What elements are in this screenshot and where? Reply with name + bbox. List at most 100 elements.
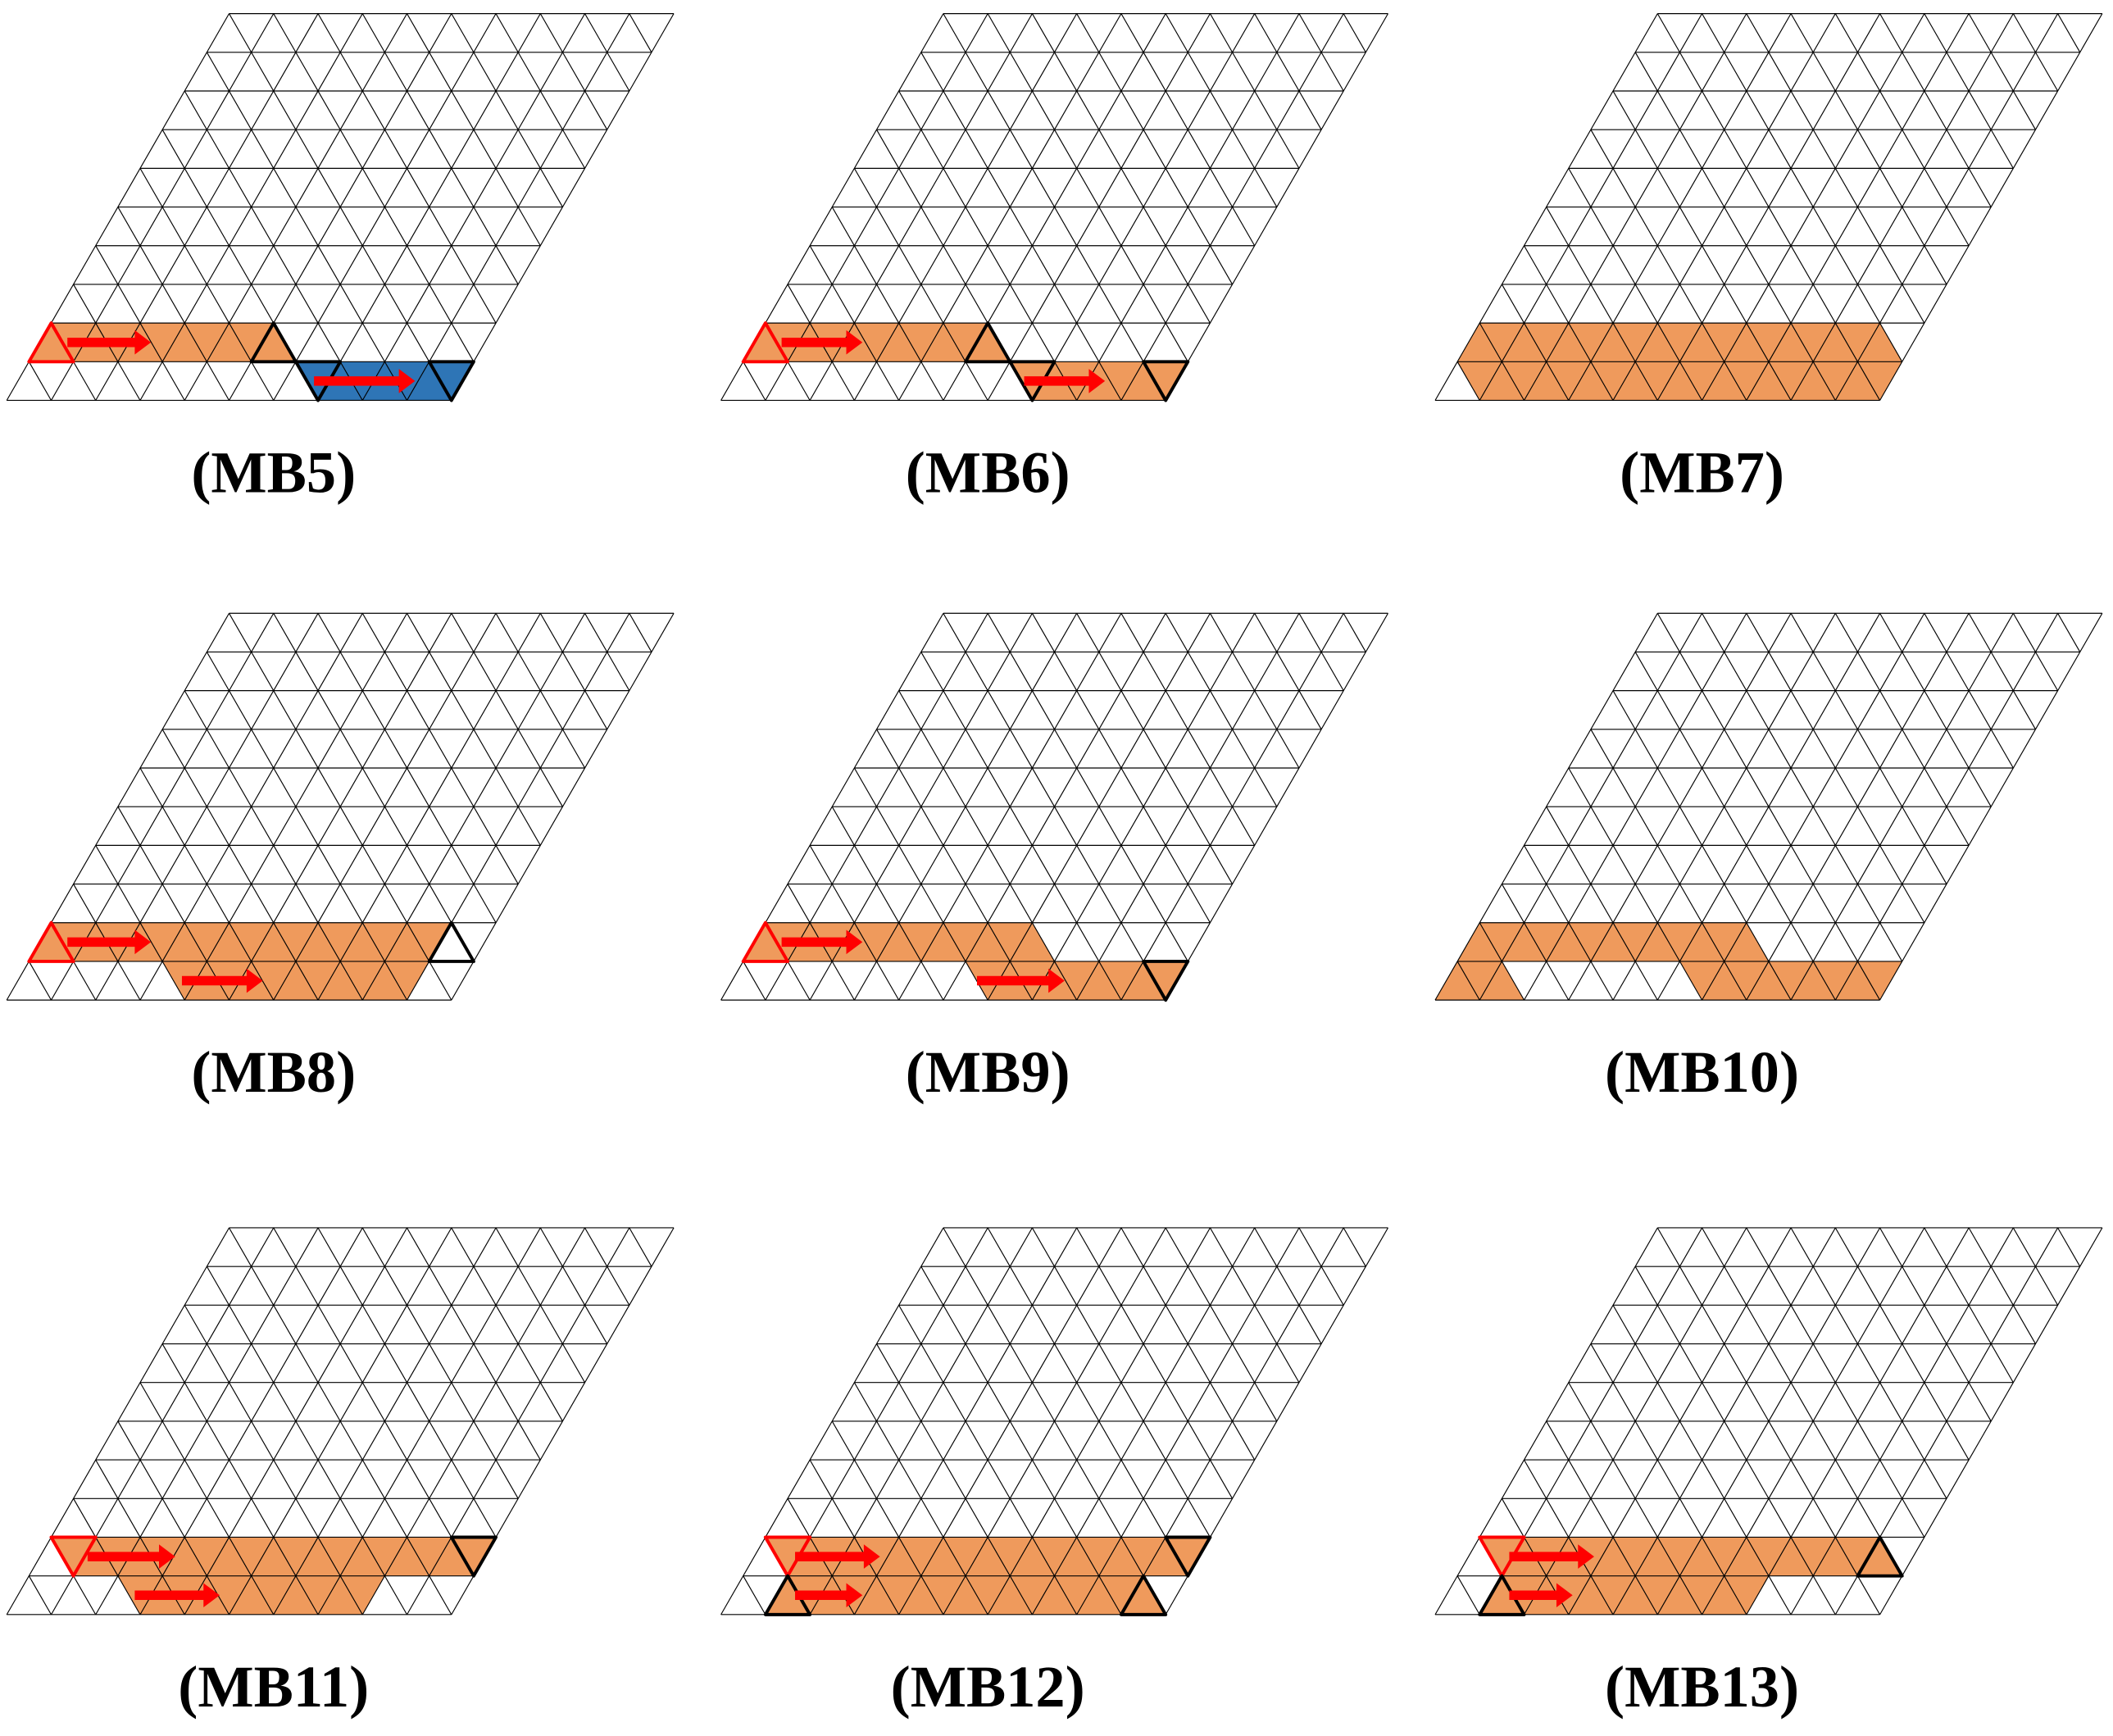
outlined-triangle <box>27 920 75 963</box>
shaded-triangle <box>1120 361 1166 401</box>
panel-label: (MB11) <box>178 1654 369 1720</box>
grid-line <box>629 1227 652 1267</box>
shaded-triangle <box>318 961 363 1001</box>
shaded-triangle <box>1857 961 1902 1001</box>
shaded-triangle <box>1143 961 1188 1001</box>
shaded-triangle <box>1835 323 1880 362</box>
arrow <box>781 329 863 355</box>
grid-line <box>1501 284 1570 401</box>
grid-line <box>95 845 185 1001</box>
shaded-triangle <box>943 1537 988 1576</box>
shaded-triangle <box>1635 1537 1680 1576</box>
shaded-triangle <box>207 922 252 961</box>
shaded-triangle <box>407 922 452 961</box>
shaded-triangle <box>340 1575 385 1615</box>
arrow <box>1024 369 1106 393</box>
grid-line <box>987 13 1188 362</box>
lattice-panel: (MB5) <box>6 13 675 505</box>
shaded-triangle <box>1791 1537 1836 1576</box>
shaded-triangle <box>1835 961 1880 1001</box>
shaded-triangle <box>1590 922 1636 961</box>
shaded-triangle <box>966 922 1011 961</box>
lattice-panel: (MB12) <box>720 1227 1388 1720</box>
shaded-triangle <box>765 1537 811 1576</box>
shaded-triangle <box>1054 1575 1099 1615</box>
grid-line <box>831 1420 944 1616</box>
arrow <box>795 1544 880 1569</box>
shaded-triangle <box>1054 961 1099 1001</box>
shaded-triangle <box>1746 1537 1792 1576</box>
grid-line <box>1968 13 2036 130</box>
shaded-triangle <box>229 1575 274 1615</box>
grid-line <box>451 612 563 807</box>
shaded-triangle <box>1657 361 1702 401</box>
shaded-triangle <box>1479 323 1525 362</box>
shaded-triangle <box>1502 361 1547 401</box>
grid-line <box>539 13 608 130</box>
grid-line <box>1254 612 1322 730</box>
shaded-triangle <box>1590 1575 1636 1615</box>
shaded-triangle <box>1613 922 1658 961</box>
shaded-triangle <box>229 922 274 961</box>
grid-line <box>28 1575 52 1616</box>
grid-line <box>206 652 408 1001</box>
shaded-triangle <box>318 1537 363 1576</box>
grid-line <box>1834 1227 1970 1461</box>
shaded-triangle <box>876 323 921 362</box>
grid-line <box>1343 1227 1366 1267</box>
grid-line <box>920 652 1122 1001</box>
shaded-triangle <box>207 1575 252 1615</box>
grid-line <box>1590 1343 1747 1616</box>
arrow <box>314 369 416 393</box>
shaded-triangle <box>1835 1537 1880 1576</box>
shaded-triangle <box>1457 961 1502 1001</box>
grid-line <box>539 612 608 730</box>
shaded-triangle <box>139 922 185 961</box>
shaded-triangle <box>1657 922 1702 961</box>
shaded-triangle <box>162 323 207 362</box>
grid-line <box>139 767 275 1001</box>
grid-line <box>229 1227 452 1616</box>
shaded-triangle <box>1546 361 1591 401</box>
shaded-triangle <box>988 922 1033 961</box>
grid-line <box>2012 1227 2059 1306</box>
grid-line <box>407 1227 541 1461</box>
grid-line <box>987 1227 1188 1576</box>
shaded-triangle <box>898 323 943 362</box>
grid-line <box>898 1305 1078 1616</box>
shaded-triangle <box>1054 1537 1099 1576</box>
shaded-triangle <box>229 1537 274 1576</box>
shaded-triangle <box>920 323 966 362</box>
shaded-triangle <box>898 1575 943 1615</box>
grid-line <box>1298 612 1344 691</box>
grid-line <box>184 690 363 1001</box>
grid-line <box>1612 90 1792 401</box>
arrow <box>781 929 863 955</box>
grid-line <box>629 13 652 53</box>
outlined-triangle <box>449 1535 498 1578</box>
grid-line <box>407 13 541 247</box>
grid-line <box>1120 612 1256 846</box>
outlined-triangle <box>741 321 789 364</box>
grid-line <box>1656 1227 1881 1616</box>
shaded-triangle <box>1702 361 1747 401</box>
grid-line <box>920 52 1122 401</box>
shaded-triangle <box>295 1575 341 1615</box>
grid-line <box>1546 1420 1658 1616</box>
shaded-triangle <box>29 323 74 362</box>
shaded-triangle <box>1032 1537 1077 1576</box>
grid-line <box>1120 1227 1256 1461</box>
grid-line <box>1702 612 1903 962</box>
grid-line <box>1031 13 1211 324</box>
shaded-triangle <box>1724 323 1769 362</box>
grid-line <box>1590 729 1747 1001</box>
grid-line <box>1968 1227 2036 1344</box>
outlined-triangle <box>1142 959 1190 1002</box>
arrow <box>976 968 1065 993</box>
shaded-triangle <box>1724 961 1769 1001</box>
shaded-triangle <box>362 1537 407 1576</box>
shaded-triangle <box>1791 323 1836 362</box>
grid-line <box>229 13 452 401</box>
shaded-triangle <box>1076 1575 1121 1615</box>
shaded-triangle <box>1813 361 1858 401</box>
